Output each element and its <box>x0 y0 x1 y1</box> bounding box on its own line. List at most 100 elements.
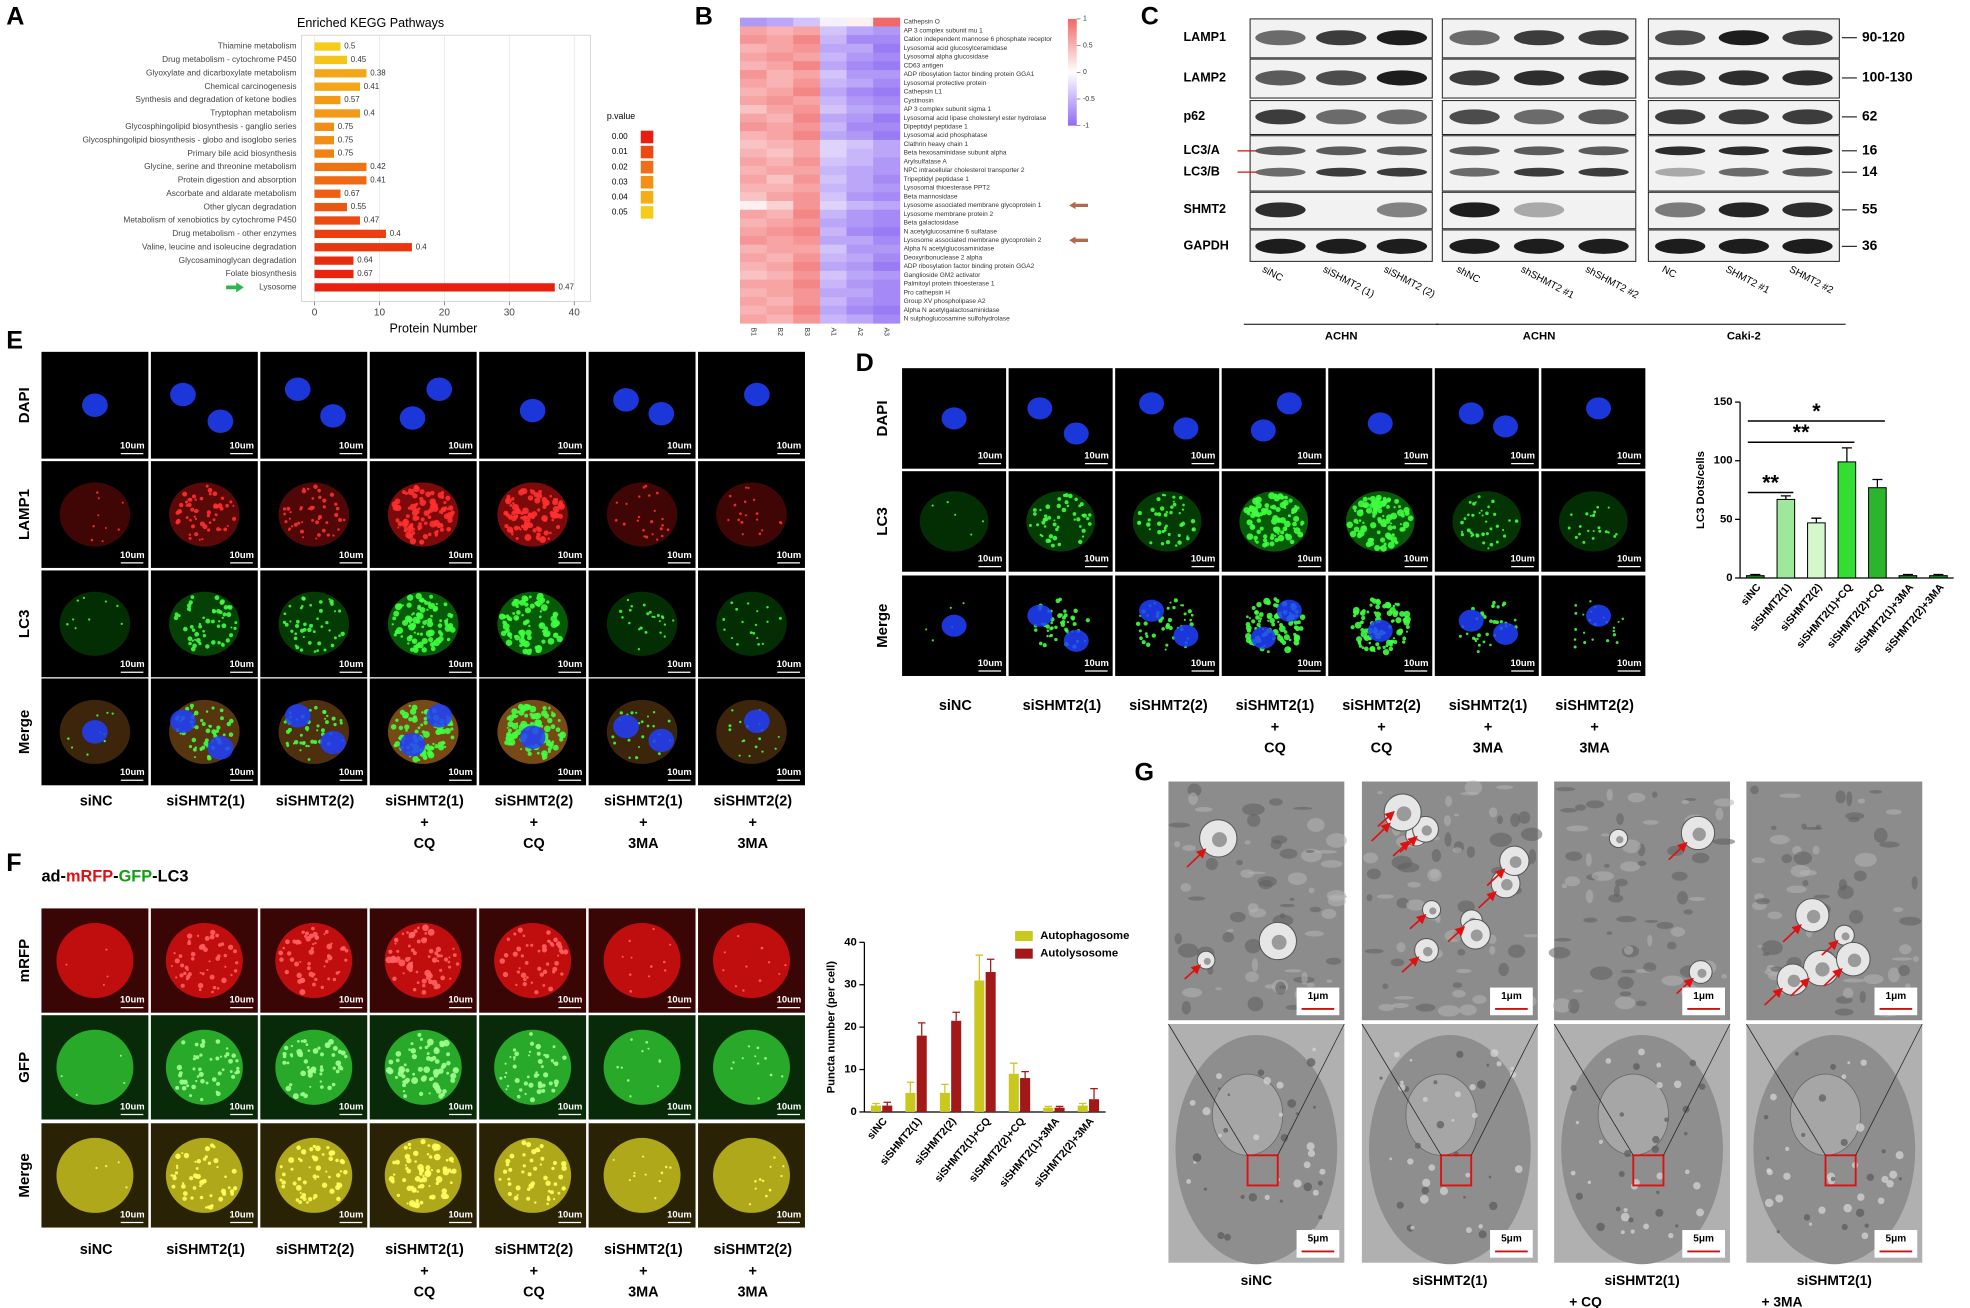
punctum <box>560 946 563 949</box>
punctum <box>312 1048 319 1054</box>
em-texture <box>1439 1186 1449 1196</box>
punctum <box>343 1169 348 1175</box>
em-texture <box>1899 916 1922 926</box>
p-value-label: 0.64 <box>357 256 373 265</box>
punctum <box>342 518 346 522</box>
blot-frame <box>1249 191 1433 230</box>
punctum <box>1582 613 1585 616</box>
em-texture <box>1843 1203 1852 1213</box>
punctum <box>336 1182 340 1186</box>
punctum <box>1300 523 1304 526</box>
punctum <box>407 1142 412 1147</box>
punctum <box>511 713 516 718</box>
nucleus <box>648 728 675 753</box>
blot-band <box>1578 238 1629 254</box>
punctum <box>325 620 329 625</box>
punctum <box>82 596 86 600</box>
punctum <box>223 527 228 532</box>
punctum <box>439 968 443 972</box>
punctum <box>519 528 522 531</box>
row-label: SHMT2 <box>1184 202 1227 216</box>
punctum <box>434 951 439 956</box>
blot-band <box>1513 146 1565 156</box>
punctum <box>338 970 341 974</box>
punctum <box>409 622 417 630</box>
em-texture <box>1186 1179 1192 1184</box>
column-label: siSHMT2(2) <box>1129 698 1208 714</box>
punctum <box>231 1053 236 1058</box>
em-texture <box>1779 793 1802 798</box>
punctum <box>542 983 546 987</box>
row-label: LAMP2 <box>1184 70 1227 84</box>
punctum <box>536 592 544 600</box>
punctum <box>313 1071 317 1074</box>
punctum <box>289 1083 293 1087</box>
row-label: Beta hexosaminidase subunit alpha <box>904 150 1007 157</box>
punctum <box>402 972 405 975</box>
punctum <box>97 514 100 517</box>
punctum <box>539 972 545 977</box>
red-arrow <box>1763 987 1783 1006</box>
punctum <box>520 632 525 637</box>
blot-band <box>1578 146 1629 156</box>
punctum <box>1054 637 1058 642</box>
punctum <box>561 1161 567 1167</box>
cell-body <box>494 923 572 999</box>
category-label: Chemical carcinogenesis <box>204 81 296 91</box>
punctum <box>445 495 451 501</box>
blot-frame <box>1249 135 1433 192</box>
punctum <box>447 960 451 964</box>
heatmap-cell <box>846 17 874 27</box>
punctum <box>514 507 521 515</box>
punctum <box>645 1040 649 1044</box>
em-texture <box>1769 834 1790 845</box>
punctum <box>404 714 409 719</box>
punctum <box>232 516 237 521</box>
blot-band <box>1255 167 1306 177</box>
em-texture <box>1180 882 1192 892</box>
punctum <box>423 521 428 526</box>
legend-swatch <box>640 175 654 189</box>
column-label: A1 <box>829 328 836 337</box>
punctum <box>302 1180 307 1185</box>
punctum <box>300 529 304 534</box>
heatmap-cell <box>740 61 768 71</box>
punctum <box>1578 525 1582 528</box>
punctum <box>441 490 445 495</box>
punctum <box>506 526 514 533</box>
row-label: Arylsulfatase A <box>904 158 948 165</box>
cell-body <box>169 591 240 656</box>
punctum <box>335 1069 340 1074</box>
punctum <box>527 751 532 756</box>
punctum <box>1190 519 1196 524</box>
punctum <box>302 1197 307 1201</box>
punctum <box>630 1038 633 1041</box>
punctum <box>552 1045 556 1049</box>
error-bar <box>1044 1105 1053 1108</box>
punctum <box>1364 646 1369 652</box>
heatmap-cell <box>819 270 847 280</box>
punctum <box>642 603 646 607</box>
punctum <box>1354 621 1362 629</box>
punctum <box>225 503 229 508</box>
punctum <box>520 954 524 958</box>
punctum <box>1353 526 1360 533</box>
blot-frame <box>1441 135 1637 192</box>
em-texture <box>1363 852 1379 864</box>
em-texture <box>1841 1223 1848 1231</box>
scale-label: 10um <box>1191 657 1216 668</box>
punctum <box>415 516 420 521</box>
punctum <box>176 518 181 524</box>
em-texture <box>1790 865 1811 878</box>
em-texture <box>1376 894 1394 899</box>
punctum <box>530 981 534 984</box>
punctum <box>219 708 224 713</box>
cell-body <box>59 591 131 656</box>
punctum <box>660 1171 664 1175</box>
punctum <box>191 524 195 529</box>
punctum <box>1052 522 1057 527</box>
punctum <box>560 972 564 976</box>
heatmap-cell <box>846 157 874 167</box>
punctum <box>1407 515 1414 522</box>
